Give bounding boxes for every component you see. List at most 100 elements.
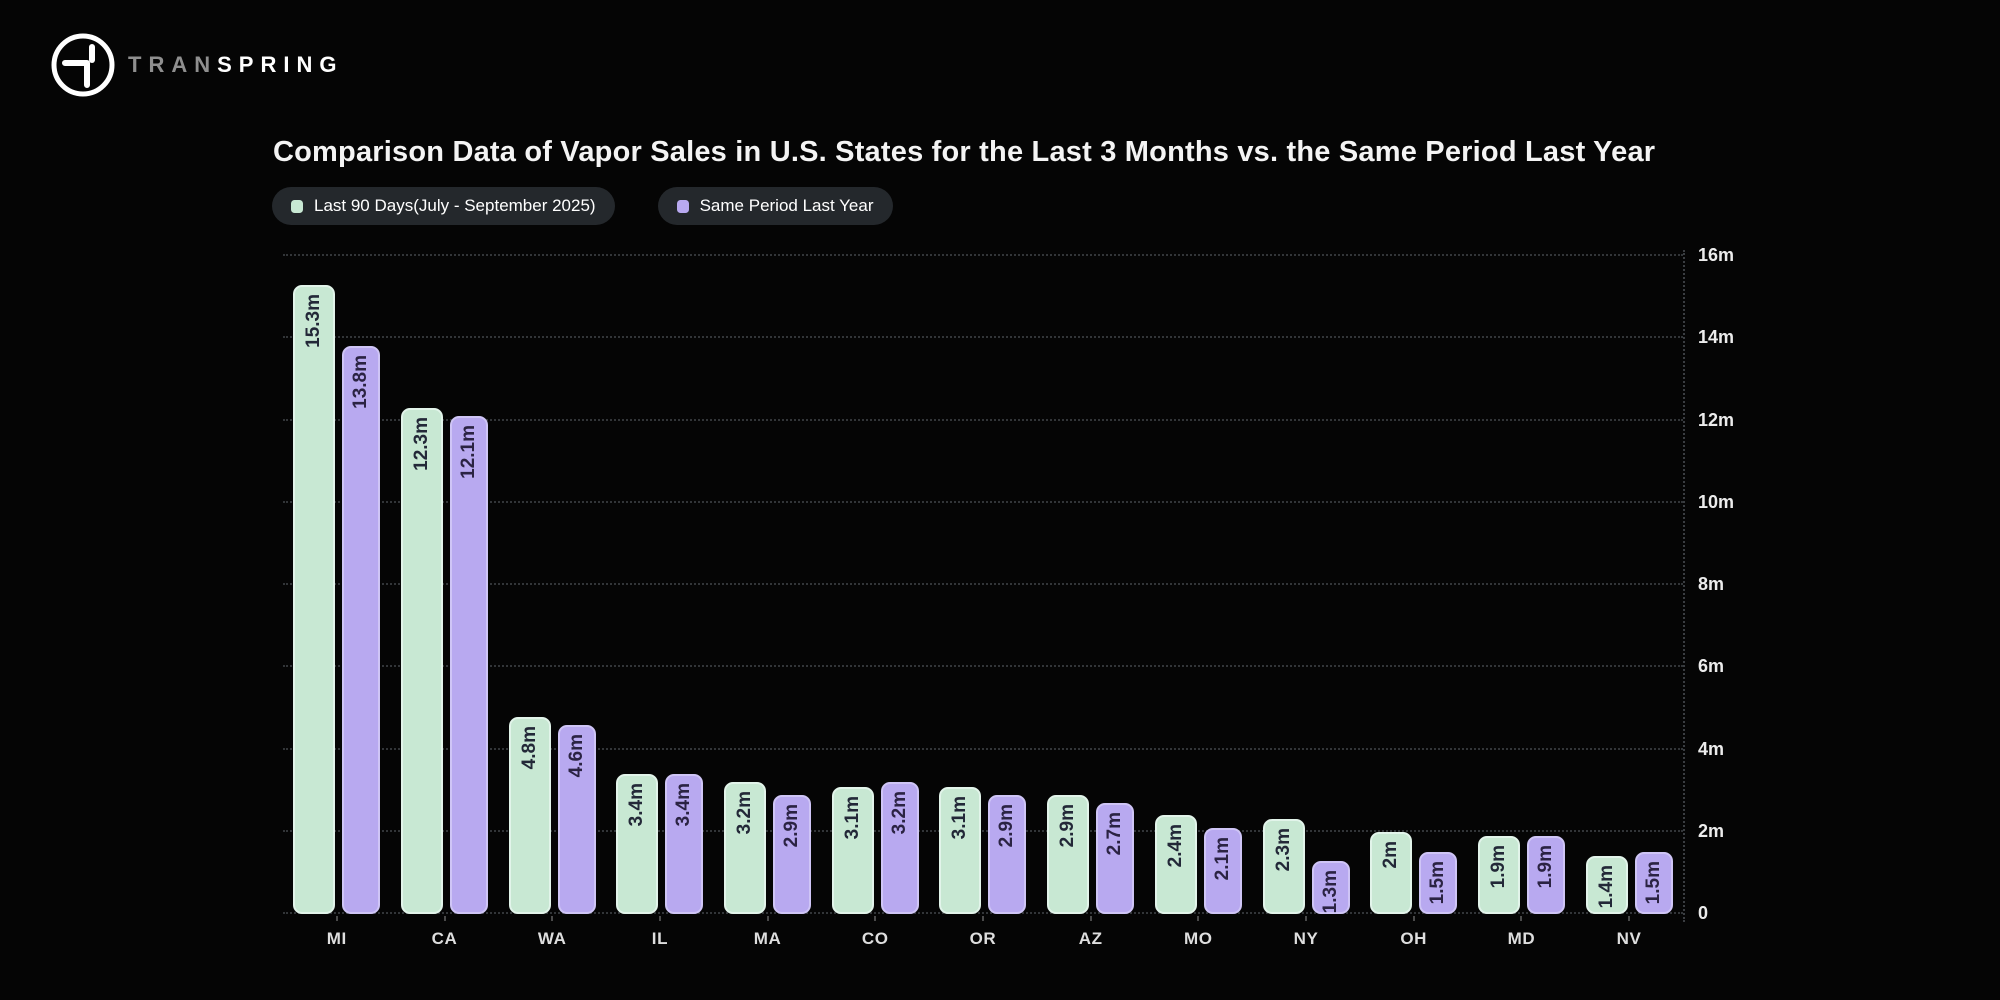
- bar-value-label: 2.1m: [1211, 836, 1233, 880]
- bar-md-current[interactable]: 1.9m: [1477, 835, 1520, 914]
- gridline: [283, 665, 1683, 668]
- bar-nv-previous[interactable]: 1.5m: [1634, 852, 1673, 914]
- bar-nv-current[interactable]: 1.4m: [1585, 856, 1628, 914]
- y-axis-line: [1683, 250, 1685, 922]
- bar-group-mo: 2.4m 2.1m: [1145, 256, 1253, 914]
- bar-value-label: 1.3m: [1319, 869, 1341, 913]
- y-axis-label: 2m: [1698, 820, 1725, 841]
- bar-il-current[interactable]: 3.4m: [616, 774, 659, 914]
- bar-group-ma: 3.2m 2.9m: [714, 256, 822, 914]
- bar-group-co: 3.1m 3.2m: [821, 256, 929, 914]
- bar-value-label: 3.2m: [734, 791, 756, 835]
- bar-wa-current[interactable]: 4.8m: [508, 716, 551, 914]
- bar-mo-previous[interactable]: 2.1m: [1203, 827, 1242, 914]
- gridline: [283, 500, 1683, 503]
- bar-group-nv: 1.4m 1.5m: [1575, 256, 1683, 914]
- y-axis-label: 8m: [1698, 574, 1725, 594]
- bar-group-ny: 2.3m 1.3m: [1252, 256, 1360, 914]
- x-axis-tick: [1305, 916, 1308, 921]
- bar-value-label: 2.3m: [1272, 828, 1294, 872]
- bar-value-label: 1.5m: [1642, 861, 1664, 905]
- bar-value-label: 3.4m: [673, 783, 695, 827]
- bar-mo-current[interactable]: 2.4m: [1154, 815, 1197, 914]
- x-axis-tick: [1628, 916, 1631, 921]
- bar-ma-previous[interactable]: 2.9m: [773, 794, 812, 914]
- bar-group-az: 2.9m 2.7m: [1037, 256, 1145, 914]
- legend-swatch-icon: [676, 199, 689, 213]
- bar-value-label: 4.8m: [518, 725, 540, 769]
- bar-group-or: 3.1m 2.9m: [929, 256, 1037, 914]
- gridline: [283, 583, 1683, 585]
- bar-wa-previous[interactable]: 4.6m: [557, 724, 596, 914]
- y-axis-label: 16m: [1698, 245, 1735, 265]
- x-axis-label-ca: CA: [431, 929, 458, 948]
- bar-group-md: 1.9m 1.9m: [1468, 256, 1576, 914]
- brand-name-prefix: TRAN: [128, 52, 218, 77]
- bar-ny-previous[interactable]: 1.3m: [1311, 860, 1350, 914]
- legend-item-current-period[interactable]: Last 90 Days(July - September 2025): [272, 187, 615, 225]
- x-axis-tick: [1197, 916, 1200, 921]
- x-axis-label-mo: MO: [1184, 929, 1213, 948]
- x-axis-label-il: IL: [651, 929, 669, 948]
- bar-group-wa: 4.8m 4.6m: [498, 256, 606, 914]
- bar-az-current[interactable]: 2.9m: [1047, 794, 1090, 914]
- bar-mi-previous[interactable]: 13.8m: [342, 346, 381, 914]
- bar-value-label: 2.9m: [996, 803, 1018, 848]
- x-axis-label-md: MD: [1507, 929, 1536, 948]
- bar-value-label: 15.3m: [303, 293, 325, 348]
- gridline: [283, 418, 1683, 421]
- y-axis-label: 12m: [1698, 409, 1735, 430]
- gridline: [283, 829, 1683, 832]
- y-axis-label: 0: [1698, 903, 1709, 923]
- bar-co-current[interactable]: 3.1m: [831, 786, 874, 914]
- x-axis-tick: [874, 916, 877, 921]
- bar-oh-current[interactable]: 2m: [1370, 831, 1413, 914]
- gridline: [283, 912, 1683, 914]
- bar-ca-current[interactable]: 12.3m: [401, 408, 444, 914]
- bar-md-previous[interactable]: 1.9m: [1526, 835, 1565, 914]
- bar-value-label: 1.9m: [1534, 844, 1556, 889]
- bar-value-label: 12.3m: [411, 417, 433, 472]
- chart-legend: Last 90 Days(July - September 2025) Same …: [272, 187, 893, 225]
- x-axis-tick: [1520, 916, 1523, 921]
- gridline: [283, 336, 1683, 339]
- bar-value-label: 12.1m: [458, 425, 480, 480]
- y-axis-label: 4m: [1698, 738, 1725, 759]
- bar-ma-current[interactable]: 3.2m: [724, 782, 767, 914]
- bar-oh-previous[interactable]: 1.5m: [1419, 852, 1458, 914]
- bar-group-mi: 15.3m 13.8m: [283, 256, 391, 914]
- bar-group-ca: 12.3m 12.1m: [391, 256, 499, 914]
- x-axis-label-co: CO: [861, 929, 889, 948]
- x-axis-label-nv: NV: [1616, 929, 1642, 948]
- bar-series-container: 15.3m 13.8m 12.3m 12.1m 4.8m 4.6m 3.4m 3.4m 3.2m…: [283, 256, 1683, 914]
- x-axis-tick: [551, 916, 554, 921]
- legend-swatch-icon: [291, 199, 303, 213]
- bar-value-label: 1.4m: [1595, 865, 1617, 909]
- legend-item-label: Same Period Last Year: [699, 196, 874, 215]
- bar-il-previous[interactable]: 3.4m: [665, 774, 704, 914]
- bar-value-label: 3.1m: [841, 795, 863, 839]
- legend-item-previous-period[interactable]: Same Period Last Year: [657, 187, 893, 225]
- x-axis-tick: [335, 916, 338, 921]
- transpring-logo-icon: [51, 33, 115, 97]
- x-axis-label-ma: MA: [753, 929, 782, 948]
- bar-co-previous[interactable]: 3.2m: [880, 782, 919, 914]
- plot-area: 15.3m 13.8m 12.3m 12.1m 4.8m 4.6m 3.4m 3.4m 3.2m…: [283, 254, 1683, 914]
- gridline: [283, 254, 1683, 256]
- bar-or-previous[interactable]: 2.9m: [988, 794, 1027, 914]
- bar-az-previous[interactable]: 2.7m: [1096, 802, 1135, 914]
- bar-mi-current[interactable]: 15.3m: [293, 284, 336, 914]
- bar-ny-current[interactable]: 2.3m: [1262, 819, 1305, 914]
- bar-value-label: 2m: [1380, 840, 1402, 869]
- bar-ca-previous[interactable]: 12.1m: [450, 416, 489, 914]
- bar-value-label: 4.6m: [565, 733, 587, 778]
- bar-value-label: 1.9m: [1487, 844, 1509, 889]
- x-axis-labels: MI CA WA IL MA CO OR AZ MO NY OH MD NV: [283, 929, 1683, 949]
- brand-name-suffix: SPRING: [217, 52, 344, 77]
- bar-value-label: 2.9m: [781, 803, 803, 848]
- x-axis-tick: [766, 916, 769, 921]
- legend-item-label: Last 90 Days(July - September 2025): [314, 196, 596, 215]
- x-axis-tick: [443, 916, 446, 921]
- bar-or-current[interactable]: 3.1m: [939, 786, 982, 914]
- bar-value-label: 2.9m: [1057, 803, 1079, 848]
